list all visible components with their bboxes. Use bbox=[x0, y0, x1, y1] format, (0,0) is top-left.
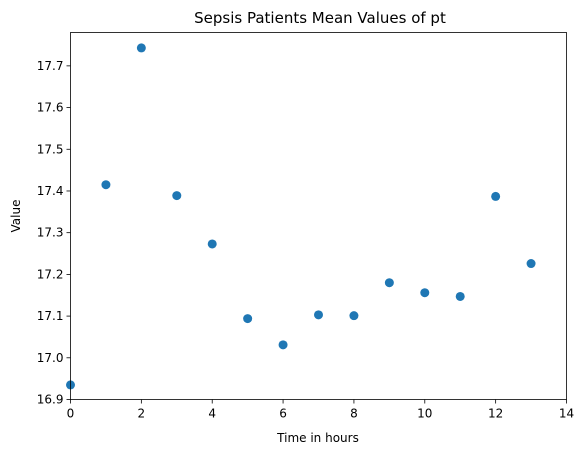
data-point bbox=[314, 310, 323, 320]
y-tick-label: 17.7 bbox=[37, 59, 64, 73]
data-point bbox=[243, 314, 253, 324]
data-point bbox=[136, 43, 146, 53]
y-tick-label: 17.5 bbox=[37, 142, 64, 156]
x-tick-label: 8 bbox=[350, 407, 358, 421]
x-axis: 0 2 4 6 8 10 12 14 bbox=[67, 399, 574, 421]
data-point bbox=[384, 278, 394, 288]
x-tick-label: 2 bbox=[138, 407, 146, 421]
y-tick-label: 17.4 bbox=[37, 184, 64, 198]
y-axis: 16.9 17.0 17.1 17.2 17.3 17.4 17.5 17.6 17.7 bbox=[37, 59, 71, 407]
y-tick-label: 17.1 bbox=[37, 309, 64, 323]
x-tick-label: 10 bbox=[417, 407, 432, 421]
data-point bbox=[172, 191, 182, 201]
data-point bbox=[491, 191, 501, 201]
y-tick-label: 17.0 bbox=[37, 351, 64, 365]
x-tick-label: 14 bbox=[559, 407, 574, 421]
y-tick-label: 17.6 bbox=[37, 101, 64, 115]
x-tick-label: 4 bbox=[208, 407, 216, 421]
x-tick-label: 0 bbox=[67, 407, 75, 421]
y-axis-label: Value bbox=[9, 200, 23, 233]
x-axis-label: Time in hours bbox=[276, 431, 359, 445]
data-point bbox=[101, 180, 111, 190]
x-tick-label: 12 bbox=[488, 407, 503, 421]
data-point bbox=[420, 288, 430, 298]
data-point bbox=[455, 291, 465, 301]
y-tick-label: 17.2 bbox=[37, 267, 64, 281]
chart-title: Sepsis Patients Mean Values of pt bbox=[194, 9, 446, 27]
axes-frame bbox=[70, 32, 567, 400]
y-tick-label: 17.3 bbox=[37, 226, 64, 240]
data-point bbox=[278, 340, 288, 350]
data-point bbox=[526, 259, 536, 269]
data-point bbox=[349, 311, 359, 321]
y-tick-label: 16.9 bbox=[37, 393, 64, 407]
plot-area bbox=[66, 43, 536, 390]
data-point bbox=[207, 239, 217, 249]
x-tick-label: 6 bbox=[279, 407, 287, 421]
